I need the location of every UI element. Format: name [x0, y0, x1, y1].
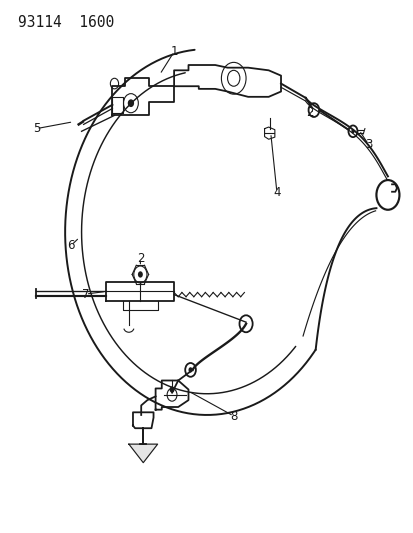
Text: 1: 1 — [170, 45, 178, 58]
Text: 5: 5 — [33, 122, 40, 135]
Text: 7: 7 — [82, 288, 89, 301]
Text: 8: 8 — [230, 409, 237, 423]
Circle shape — [351, 129, 354, 133]
Text: 2: 2 — [305, 106, 313, 119]
Circle shape — [138, 271, 142, 278]
Circle shape — [188, 367, 192, 373]
Polygon shape — [128, 444, 157, 463]
Text: 2: 2 — [136, 252, 144, 265]
Text: 3: 3 — [364, 138, 371, 151]
Text: 93114  1600: 93114 1600 — [18, 14, 114, 30]
Circle shape — [169, 386, 174, 393]
Text: 6: 6 — [67, 239, 75, 252]
Text: 4: 4 — [273, 186, 280, 199]
Circle shape — [128, 100, 133, 107]
